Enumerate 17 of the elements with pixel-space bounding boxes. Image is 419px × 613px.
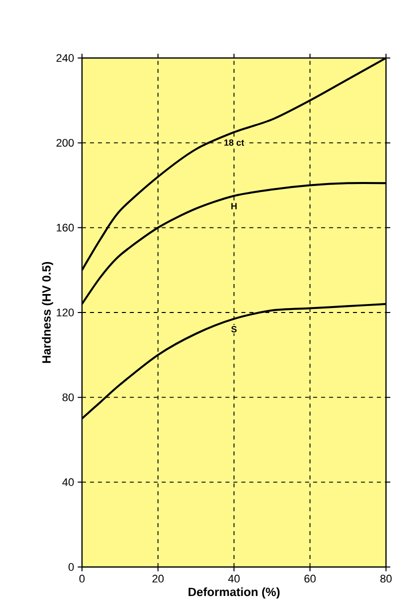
y-tick-label: 200 <box>56 138 74 147</box>
y-axis-title: Hardness (HV 0.5) <box>42 262 54 363</box>
y-tick-label: 40 <box>62 478 74 486</box>
y-tick-label: 240 <box>56 54 74 62</box>
x-axis-title: Deformation (%) <box>188 587 280 599</box>
y-tick-label: 120 <box>56 308 74 316</box>
y-tick-label: 160 <box>56 224 74 232</box>
x-tick-label: 80 <box>380 574 392 583</box>
x-tick-label: 60 <box>304 574 316 583</box>
series-label: H <box>231 203 237 210</box>
x-tick-label: 40 <box>228 574 240 583</box>
series-label: S <box>231 326 237 332</box>
x-tick-label: 20 <box>152 574 164 583</box>
series-label: 18 ct <box>224 139 244 146</box>
y-tick-label: 0 <box>68 563 74 571</box>
x-tick-label: 0 <box>79 574 85 583</box>
y-tick-label: 80 <box>62 393 74 402</box>
